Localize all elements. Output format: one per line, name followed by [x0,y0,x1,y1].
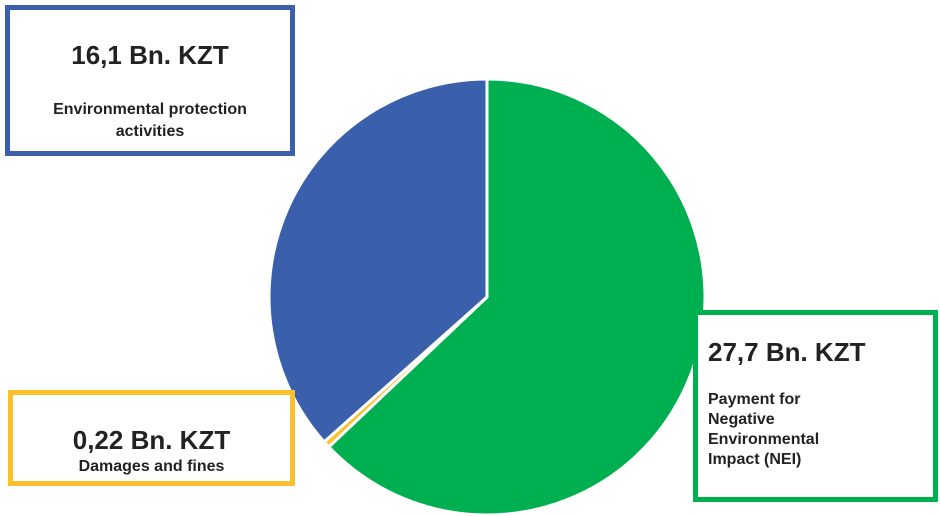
label-box: 0,22 Bn. KZT Damages and fines [8,390,295,486]
label-box: 27,7 Bn. KZT Payment for Negative Environ… [693,310,938,502]
value-label: 27,7 Bn. KZT [708,337,866,367]
label-box: 16,1 Bn. KZT Environmental protection act… [5,5,295,156]
value-label: 16,1 Bn. KZT [71,40,229,70]
category-label: Payment for Negative Environmental Impac… [708,391,820,468]
pie-slice [267,77,489,445]
category-label: Damages and fines [78,458,225,475]
category-label: Environmental protection activities [53,101,247,140]
pie-slice [326,77,707,516]
value-label: 0,22 Bn. KZT [72,425,231,455]
